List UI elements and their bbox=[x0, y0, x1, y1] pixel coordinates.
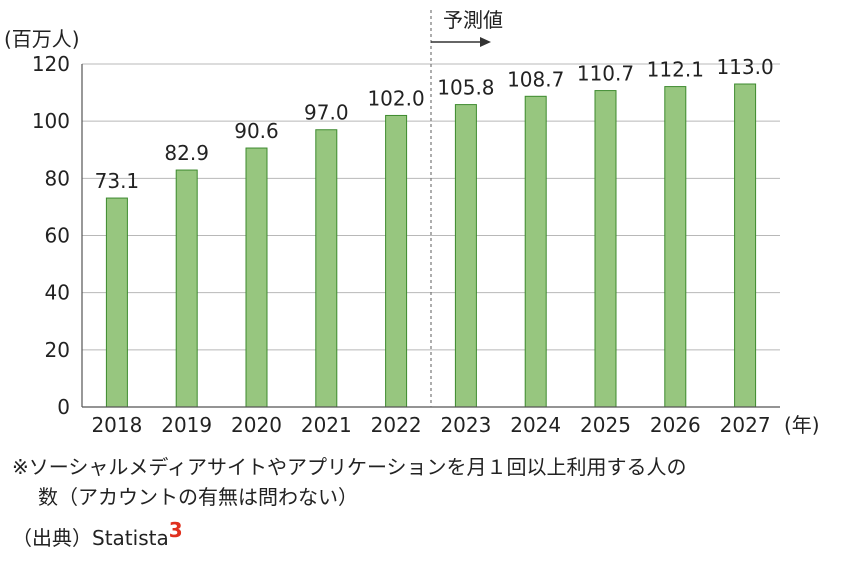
bar-value-label: 113.0 bbox=[716, 55, 773, 79]
x-tick-label: 2021 bbox=[301, 413, 352, 437]
bar-value-label: 82.9 bbox=[164, 141, 209, 165]
x-tick-label: 2024 bbox=[510, 413, 561, 437]
x-tick-label: 2027 bbox=[720, 413, 771, 437]
y-tick-label: 0 bbox=[57, 395, 70, 419]
bar-value-label: 112.1 bbox=[647, 58, 704, 82]
source-reference-number: 3 bbox=[168, 518, 183, 542]
y-tick-label: 80 bbox=[45, 166, 70, 190]
bars bbox=[105, 83, 757, 408]
value-labels: 73.1 82.9 90.6 97.0 102.0 105.8 108.7 110.7 112.… bbox=[95, 55, 774, 193]
bar-value-label: 102.0 bbox=[367, 86, 424, 110]
x-tick-label: 2023 bbox=[440, 413, 491, 437]
bar bbox=[105, 197, 128, 408]
footnote-line-1: ※ソーシャルメディアサイトやアプリケーションを月１回以上利用する人の bbox=[12, 455, 687, 479]
bar-value-label: 90.6 bbox=[234, 119, 279, 143]
bar-value-label: 73.1 bbox=[95, 169, 140, 193]
x-tick-label: 2022 bbox=[371, 413, 422, 437]
bar bbox=[524, 95, 547, 408]
bar-value-label: 105.8 bbox=[437, 76, 494, 100]
x-tick-label: 2026 bbox=[650, 413, 701, 437]
forecast-arrowhead bbox=[480, 37, 491, 47]
y-tick-label: 40 bbox=[45, 281, 70, 305]
x-tick-labels: 2018 2019 2020 2021 2022 2023 2024 2025 2026 2027 bbox=[91, 413, 770, 437]
x-tick-label: 2020 bbox=[231, 413, 282, 437]
bar bbox=[385, 114, 408, 408]
bar bbox=[594, 90, 617, 408]
bar bbox=[664, 86, 687, 408]
bar bbox=[245, 147, 268, 408]
footnote-line-2: 数（アカウントの有無は問わない） bbox=[38, 485, 358, 509]
source-label: （出典）Statista bbox=[12, 526, 169, 550]
footnote: ※ソーシャルメディアサイトやアプリケーションを月１回以上利用する人の 数（アカウ… bbox=[12, 452, 842, 512]
forecast-label: 予測値 bbox=[443, 8, 503, 32]
bar bbox=[315, 129, 338, 408]
x-tick-label: 2018 bbox=[91, 413, 142, 437]
bar bbox=[734, 83, 757, 408]
source-citation: （出典）Statista3 bbox=[12, 520, 183, 553]
x-tick-label: 2025 bbox=[580, 413, 631, 437]
y-tick-label: 20 bbox=[45, 338, 70, 362]
y-tick-labels: 0 20 40 60 80 100 120 bbox=[32, 52, 70, 419]
y-tick-label: 120 bbox=[32, 52, 70, 76]
bar-chart: 73.1 82.9 90.6 97.0 102.0 105.8 108.7 110.7 112.… bbox=[4, 8, 820, 437]
x-tick-label: 2019 bbox=[161, 413, 212, 437]
bar-value-label: 108.7 bbox=[507, 67, 564, 91]
bar bbox=[454, 104, 477, 408]
bar-value-label: 97.0 bbox=[304, 101, 349, 125]
y-tick-label: 60 bbox=[45, 224, 70, 248]
y-tick-label: 100 bbox=[32, 109, 70, 133]
y-axis-unit-label: (百万人) bbox=[4, 27, 80, 51]
bar bbox=[175, 169, 198, 408]
bar-value-label: 110.7 bbox=[577, 62, 634, 86]
x-axis-unit-label: (年) bbox=[784, 413, 820, 437]
